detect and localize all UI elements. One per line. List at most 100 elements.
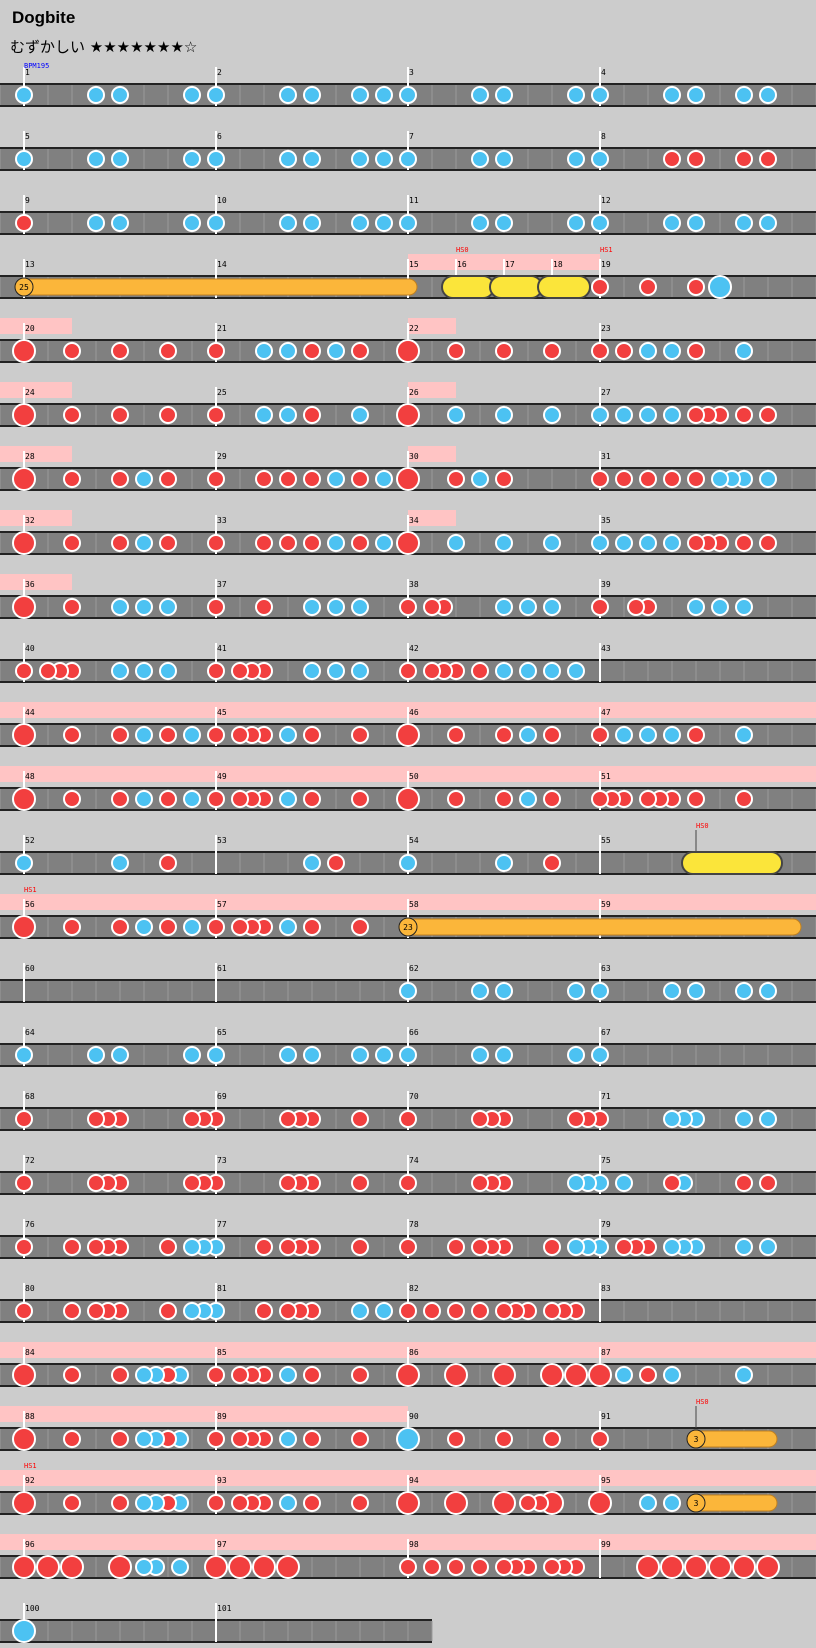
don-note (639, 1366, 657, 1384)
don-note (255, 470, 273, 488)
ka-note (615, 406, 633, 424)
ka-note (399, 86, 417, 104)
ka-note (183, 790, 201, 808)
measure-number: 16 (457, 260, 467, 269)
big-don-note (204, 1555, 228, 1579)
big-don-note (492, 1363, 516, 1387)
measure-number: 25 (217, 388, 227, 397)
don-note (351, 1174, 369, 1192)
ka-note (663, 86, 681, 104)
ka-note (303, 1046, 321, 1064)
don-note (303, 918, 321, 936)
don-note (15, 1302, 33, 1320)
ka-note (591, 214, 609, 232)
don-note (495, 342, 513, 360)
ka-note (351, 406, 369, 424)
ka-note (327, 534, 345, 552)
ka-note (615, 534, 633, 552)
don-note (207, 1366, 225, 1384)
don-note (63, 470, 81, 488)
measure-number: 27 (601, 388, 611, 397)
don-note (87, 1302, 105, 1320)
big-don-note (228, 1555, 252, 1579)
big-don-note (12, 403, 36, 427)
don-note (303, 726, 321, 744)
ka-note (327, 598, 345, 616)
ka-note (495, 1046, 513, 1064)
measure-number: 29 (217, 452, 227, 461)
measure-number: 17 (505, 260, 515, 269)
ka-note (591, 150, 609, 168)
ka-note (471, 86, 489, 104)
measure-number: 93 (217, 1476, 227, 1485)
don-note (495, 1302, 513, 1320)
don-note (255, 1238, 273, 1256)
balloon-note (489, 275, 543, 299)
ka-note (687, 982, 705, 1000)
don-note (303, 1366, 321, 1384)
big-don-note (444, 1363, 468, 1387)
measure-number: 10 (217, 196, 227, 205)
ka-note (111, 86, 129, 104)
measure-number: 31 (601, 452, 611, 461)
ka-note (615, 1366, 633, 1384)
ka-note (591, 406, 609, 424)
roll-count: 25 (19, 283, 29, 292)
ka-note (495, 214, 513, 232)
measure-number: 64 (25, 1028, 35, 1037)
don-note (87, 1110, 105, 1128)
don-note (159, 342, 177, 360)
don-note (159, 854, 177, 872)
ka-note (519, 726, 537, 744)
don-note (687, 470, 705, 488)
don-note (351, 726, 369, 744)
don-note (15, 214, 33, 232)
measure-number: 22 (409, 324, 419, 333)
ka-note (351, 1046, 369, 1064)
gogo-band (0, 574, 72, 590)
don-note (159, 726, 177, 744)
measure-number: 55 (601, 836, 611, 845)
ka-note (399, 1046, 417, 1064)
ka-note (183, 726, 201, 744)
measure-number: 73 (217, 1156, 227, 1165)
ka-note (759, 982, 777, 1000)
don-note (303, 406, 321, 424)
measure-number: 61 (217, 964, 227, 973)
ka-note (351, 86, 369, 104)
ka-note (279, 726, 297, 744)
don-note (159, 406, 177, 424)
big-don-note (12, 1363, 36, 1387)
ka-note (495, 854, 513, 872)
ka-note (759, 214, 777, 232)
measure-number: 92 (25, 1476, 35, 1485)
measure-number: 77 (217, 1220, 227, 1229)
don-note (591, 790, 609, 808)
measure-number: 20 (25, 324, 35, 333)
ka-note (375, 150, 393, 168)
ka-note (687, 86, 705, 104)
ka-note (279, 1046, 297, 1064)
measure-number: 4 (601, 68, 606, 77)
ka-note (639, 726, 657, 744)
don-note (639, 790, 657, 808)
ka-note (519, 790, 537, 808)
don-note (591, 470, 609, 488)
big-don-note (444, 1491, 468, 1515)
don-note (543, 1558, 561, 1576)
ka-note (663, 342, 681, 360)
don-note (111, 918, 129, 936)
measure-number: 79 (601, 1220, 611, 1229)
measure-number: 69 (217, 1092, 227, 1101)
don-note (543, 854, 561, 872)
ka-note (591, 982, 609, 1000)
measure-number: 76 (25, 1220, 35, 1229)
don-note (207, 470, 225, 488)
ka-note (15, 86, 33, 104)
measure-number: 32 (25, 516, 35, 525)
ka-note (111, 214, 129, 232)
don-note (207, 598, 225, 616)
ka-note (735, 1366, 753, 1384)
don-note (303, 1494, 321, 1512)
don-note (495, 726, 513, 744)
